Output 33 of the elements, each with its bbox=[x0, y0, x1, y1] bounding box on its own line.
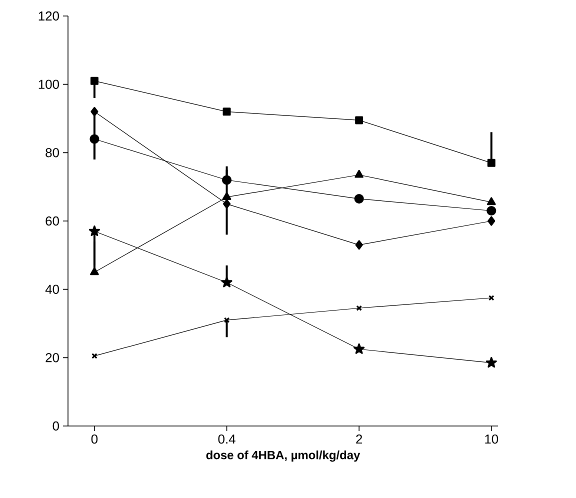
point bbox=[487, 158, 496, 167]
point bbox=[486, 357, 497, 368]
point bbox=[222, 108, 231, 116]
x-axis-title: dose of 4HBA, µmol/kg/day bbox=[206, 450, 360, 462]
y-tick-label: 80 bbox=[46, 148, 59, 158]
point bbox=[486, 197, 496, 206]
point bbox=[222, 192, 232, 200]
point bbox=[221, 276, 232, 288]
point bbox=[354, 343, 365, 354]
y-tick-label: 40 bbox=[45, 284, 59, 294]
y-tick-label: 0 bbox=[52, 421, 59, 431]
x-tick-label: 10 bbox=[485, 434, 498, 444]
y-tick-label: 120 bbox=[38, 11, 59, 21]
x-tick-label: 2 bbox=[356, 434, 362, 444]
point bbox=[222, 199, 231, 209]
point bbox=[355, 116, 364, 124]
x-tick-label: 0.4 bbox=[218, 434, 236, 444]
y-tick-label: 20 bbox=[46, 353, 59, 362]
point bbox=[486, 206, 496, 216]
point bbox=[222, 175, 232, 185]
point bbox=[354, 170, 364, 178]
y-tick-label: 100 bbox=[38, 80, 59, 89]
point bbox=[354, 194, 364, 204]
point bbox=[90, 134, 100, 144]
point bbox=[488, 216, 496, 226]
point bbox=[355, 240, 363, 250]
y-tick-label: 60 bbox=[46, 216, 59, 226]
point bbox=[356, 305, 362, 312]
point bbox=[90, 267, 99, 276]
point bbox=[90, 106, 98, 116]
x-tick-label: 0 bbox=[91, 434, 98, 444]
point bbox=[90, 76, 98, 85]
point bbox=[88, 225, 100, 236]
